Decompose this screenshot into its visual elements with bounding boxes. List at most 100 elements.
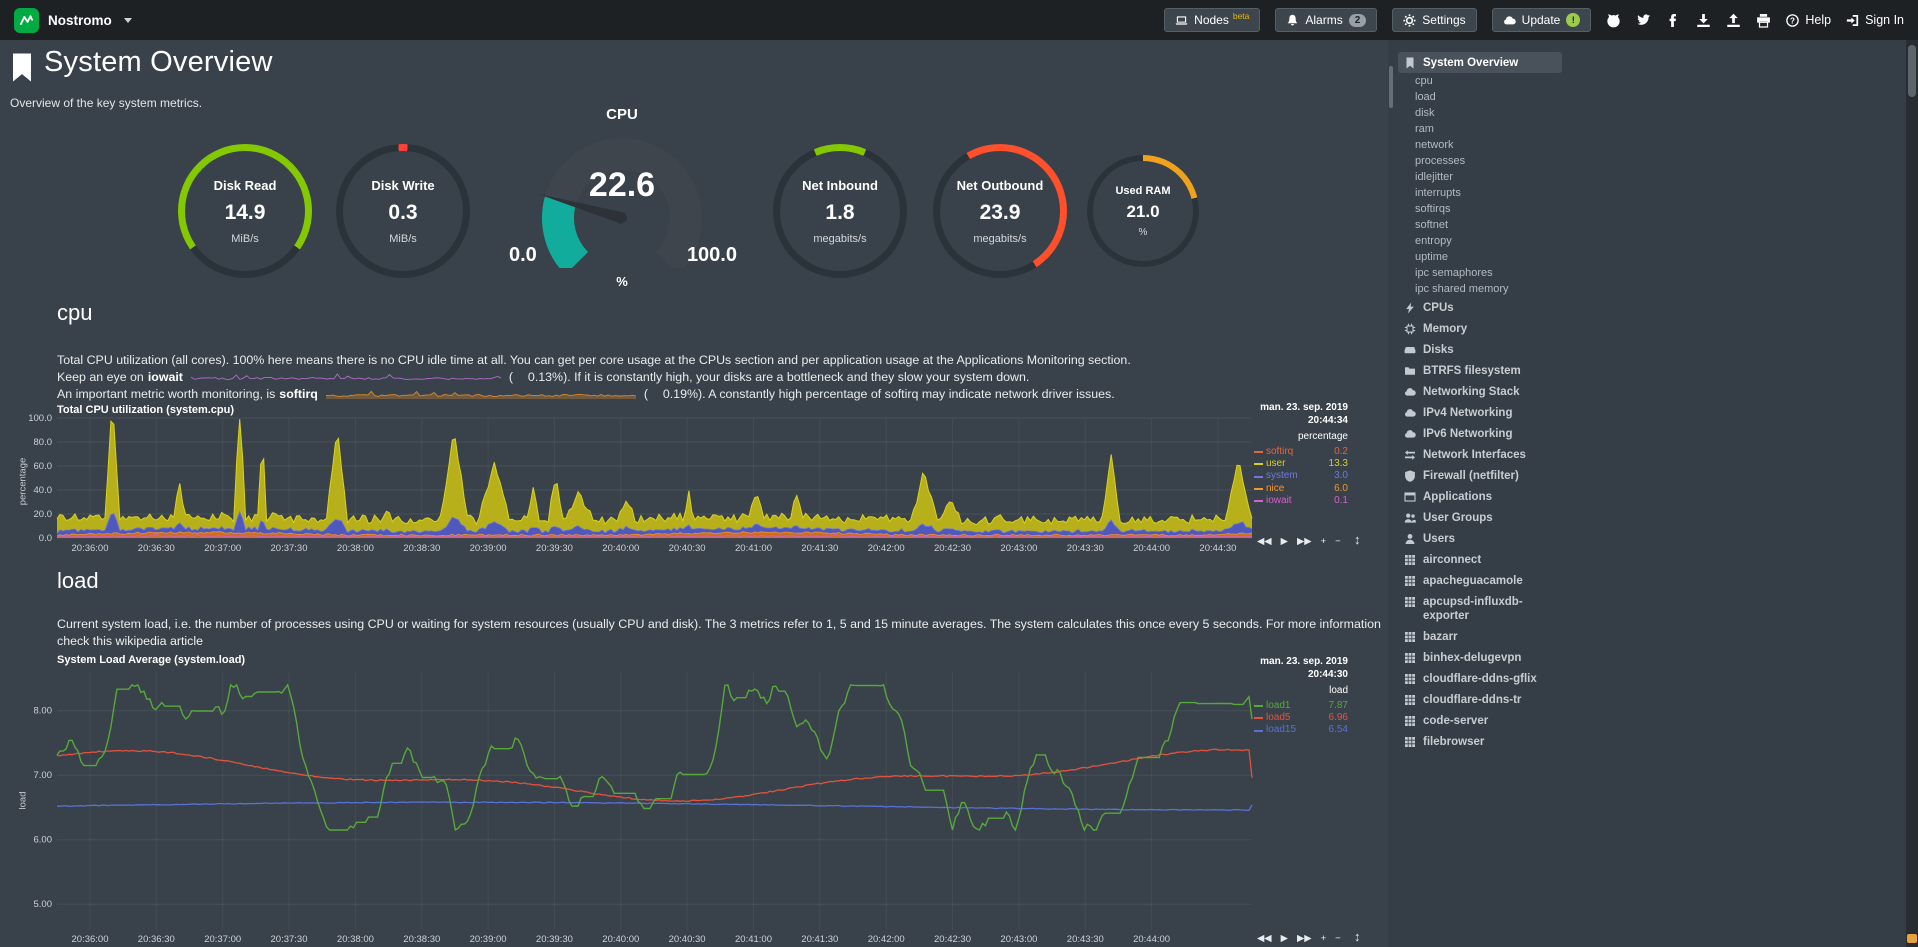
legend-nice[interactable]: nice 6.0 [1254,483,1348,495]
update-button[interactable]: Update ! [1491,8,1592,32]
chart-fast-forward-button[interactable]: ▶▶ [1296,536,1312,547]
legend-load15[interactable]: load15 6.54 [1254,724,1348,736]
nodes-beta-badge: beta [1232,11,1250,21]
cpu-chart-resize-handle[interactable]: ↕ [1354,532,1361,547]
legend-user[interactable]: user 13.3 [1254,458,1348,470]
github-icon[interactable] [1606,13,1621,28]
help-icon: ? [1786,13,1800,27]
load-chart-resize-handle[interactable]: ↕ [1354,929,1361,944]
legend-value: 0.1 [1334,494,1348,506]
scrollbar-thumb[interactable] [1908,45,1916,97]
sidebar-item-airconnect[interactable]: airconnect [1398,549,1562,570]
sidebar-item-label: Networking Stack [1423,385,1520,398]
sidebar-item-processes[interactable]: processes [1415,154,1466,167]
upload-icon[interactable] [1726,13,1741,28]
sidebar-item-disks[interactable]: Disks [1398,339,1562,360]
disk-write-gauge[interactable]: Disk Write 0.3 MiB/s [336,144,470,278]
sidebar-item-networking-stack[interactable]: Networking Stack [1398,381,1562,402]
page-scrollbar[interactable] [1906,40,1918,947]
sidebar-item-code-server[interactable]: code-server [1398,710,1562,731]
chart-zoom-in-button[interactable]: + [1320,536,1327,547]
legend-softirq[interactable]: softirq 0.2 [1254,446,1348,458]
sidebar-item-softirqs[interactable]: softirqs [1415,202,1451,215]
twitter-icon[interactable] [1636,13,1651,28]
sidebar-item-btrfs-filesystem[interactable]: BTRFS filesystem [1398,360,1562,381]
grid-icon [1404,575,1416,587]
wikipedia-link[interactable]: wikipedia article [115,634,204,648]
legend-system[interactable]: system 3.0 [1254,470,1348,482]
sidebar-item-entropy[interactable]: entropy [1415,234,1452,247]
load-chart[interactable]: 8.00 7.00 6.00 5.00 20:36:00 20:36:30 20:37:00… [0,662,1380,947]
grid-icon [1404,673,1416,685]
sidebar-scrollbar[interactable] [1389,66,1393,108]
legend-value: 6.0 [1334,482,1348,494]
disk-read-gauge[interactable]: Disk Read 14.9 MiB/s [178,144,312,278]
cpu-chart-toolbar: ◀◀ ▶ ▶▶ + − [1257,536,1341,547]
legend-swatch [1254,705,1263,708]
sidebar-item-softnet[interactable]: softnet [1415,218,1449,231]
download-icon[interactable] [1696,13,1711,28]
settings-button[interactable]: Settings [1392,8,1477,32]
sidebar-item-cpu[interactable]: cpu [1415,74,1433,87]
gauge-title: Disk Read [213,177,277,193]
sidebar-item-cpus[interactable]: CPUs [1398,297,1562,318]
sidebar-item-filebrowser[interactable]: filebrowser [1398,731,1562,752]
sidebar-item-load[interactable]: load [1415,90,1436,103]
sidebar-item-apcupsd-influxdb-exporter[interactable]: apcupsd-influxdb-exporter [1398,591,1562,626]
signin-button[interactable]: Sign In [1846,13,1904,27]
chart-zoom-in-button[interactable]: + [1320,933,1327,944]
help-button[interactable]: ? Help [1786,13,1831,27]
sidebar-item-firewall-netfilter[interactable]: Firewall (netfilter) [1398,465,1562,486]
chart-zoom-out-button[interactable]: − [1335,933,1341,944]
sidebar-item-system-overview[interactable]: System Overview [1398,52,1562,73]
facebook-icon[interactable] [1666,13,1681,28]
print-icon[interactable] [1756,13,1771,28]
sidebar-item-cloudflare-ddns-tr[interactable]: cloudflare-ddns-tr [1398,689,1562,710]
sidebar-item-label: Network Interfaces [1423,448,1526,461]
chart-fast-forward-button[interactable]: ▶▶ [1296,933,1312,944]
nodes-button[interactable]: Nodes beta [1164,8,1261,32]
sidebar-item-ram[interactable]: ram [1415,122,1434,135]
sidebar-item-applications[interactable]: Applications [1398,486,1562,507]
sidebar-item-interrupts[interactable]: interrupts [1415,186,1461,199]
sidebar-item-label: apcupsd-influxdb-exporter [1423,595,1523,622]
sidebar-item-ipv4-networking[interactable]: IPv4 Networking [1398,402,1562,423]
alarms-button[interactable]: Alarms 2 [1275,8,1378,32]
legend-load1[interactable]: load1 7.87 [1254,700,1348,712]
net-outbound-gauge[interactable]: Net Outbound 23.9 megabits/s [933,144,1067,278]
cpu-gauge[interactable]: CPU 22.6 0.0 100.0 % [505,106,739,292]
sidebar-item-ipv6-networking[interactable]: IPv6 Networking [1398,423,1562,444]
used-ram-gauge[interactable]: Used RAM 21.0 % [1087,155,1199,267]
chart-play-button[interactable]: ▶ [1280,536,1288,547]
cpu-chart[interactable]: 100.0 80.0 60.0 40.0 20.0 0.0 20:36:00 20:36:30… [0,410,1380,565]
chart-rewind-button[interactable]: ◀◀ [1257,933,1272,944]
sidebar-item-cloudflare-ddns-gflix[interactable]: cloudflare-ddns-gflix [1398,668,1562,689]
sidebar-item-idlejitter[interactable]: idlejitter [1415,170,1453,183]
net-inbound-gauge[interactable]: Net Inbound 1.8 megabits/s [773,144,907,278]
cpu-gauge-max: 100.0 [686,244,737,266]
sidebar-item-disk[interactable]: disk [1415,106,1435,119]
sidebar-item-apacheguacamole[interactable]: apacheguacamole [1398,570,1562,591]
legend-swatch [1254,499,1263,502]
chart-rewind-button[interactable]: ◀◀ [1257,536,1272,547]
chart-play-button[interactable]: ▶ [1280,933,1288,944]
sidebar-item-memory[interactable]: Memory [1398,318,1562,339]
sidebar-item-bazarr[interactable]: bazarr [1398,626,1562,647]
sidebar-item-ipc-semaphores[interactable]: ipc semaphores [1415,266,1493,279]
sidebar-item-user-groups[interactable]: User Groups [1398,507,1562,528]
node-selector[interactable]: Nostromo [14,7,132,33]
svg-text:20:38:00: 20:38:00 [337,543,374,554]
svg-text:20:38:00: 20:38:00 [337,934,374,945]
legend-load5[interactable]: load5 6.96 [1254,712,1348,724]
sidebar-item-binhex-delugevpn[interactable]: binhex-delugevpn [1398,647,1562,668]
gauge-unit: megabits/s [813,232,867,245]
sidebar-item-network-interfaces[interactable]: Network Interfaces [1398,444,1562,465]
legend-name: load1 [1266,700,1291,711]
legend-iowait[interactable]: iowait 0.1 [1254,495,1348,507]
sidebar-item-network[interactable]: network [1415,138,1454,151]
svg-text:20:43:00: 20:43:00 [1000,543,1037,554]
sidebar-item-users[interactable]: Users [1398,528,1562,549]
chart-zoom-out-button[interactable]: − [1335,536,1341,547]
sidebar-item-ipc-shared-memory[interactable]: ipc shared memory [1415,282,1509,295]
sidebar-item-uptime[interactable]: uptime [1415,250,1449,263]
